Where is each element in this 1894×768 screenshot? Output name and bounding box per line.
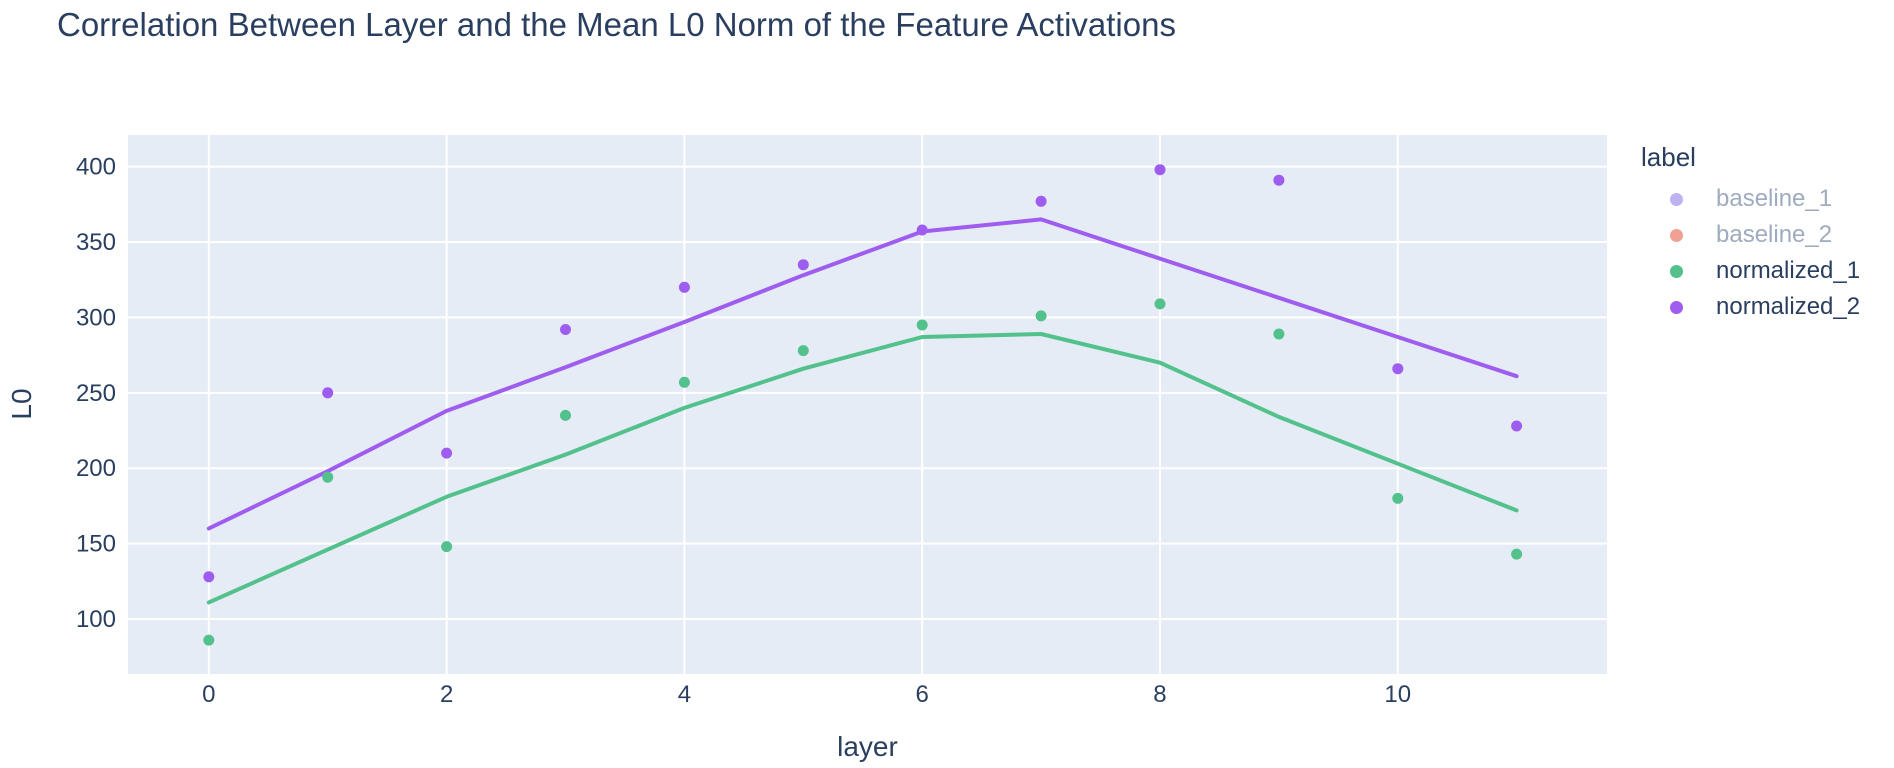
y-tick-label: 250 (76, 380, 116, 407)
chart-title: Correlation Between Layer and the Mean L… (57, 6, 1176, 43)
scatter-point-normalized_1[interactable] (560, 409, 571, 421)
x-tick-label: 8 (1153, 681, 1166, 708)
scatter-point-normalized_1[interactable] (916, 319, 928, 331)
y-tick-label: 100 (76, 606, 116, 633)
legend-item-baseline_1[interactable]: baseline_1 (1641, 181, 1860, 217)
legend-marker-icon (1670, 300, 1683, 314)
scatter-point-normalized_1[interactable] (797, 345, 809, 357)
scatter-point-normalized_2[interactable] (1511, 420, 1523, 432)
x-tick-label: 4 (678, 681, 691, 708)
scatter-point-normalized_2[interactable] (1392, 363, 1404, 375)
x-tick-label: 10 (1384, 681, 1411, 708)
legend-items: baseline_1 baseline_2 normalized_1 normaliz… (1641, 181, 1860, 325)
scatter-point-normalized_1[interactable] (441, 541, 453, 553)
scatter-point-normalized_2[interactable] (203, 571, 215, 583)
x-tick-label: 6 (916, 681, 929, 708)
y-tick-label: 150 (76, 531, 116, 558)
scatter-point-normalized_1[interactable] (1035, 310, 1047, 322)
legend-marker-icon (1670, 192, 1683, 206)
scatter-point-normalized_2[interactable] (678, 281, 690, 293)
scatter-point-normalized_1[interactable] (1273, 328, 1285, 340)
legend-title: label (1641, 142, 1696, 172)
scatter-point-normalized_2[interactable] (322, 387, 334, 399)
legend-item-normalized_2[interactable]: normalized_2 (1641, 289, 1860, 325)
scatter-point-normalized_1[interactable] (678, 376, 690, 388)
legend-marker-icon (1670, 264, 1683, 278)
x-tick-label: 0 (202, 681, 215, 708)
scatter-point-normalized_1[interactable] (203, 634, 215, 646)
scatter-point-normalized_2[interactable] (1035, 195, 1047, 207)
x-tick-label: 2 (440, 681, 453, 708)
y-tick-label: 350 (76, 229, 116, 256)
legend-item-normalized_1[interactable]: normalized_1 (1641, 253, 1860, 289)
trend-line-normalized_2 (206, 217, 1519, 531)
plot-area[interactable] (128, 135, 1607, 674)
y-tick-label: 300 (76, 304, 116, 331)
legend-item-baseline_2[interactable]: baseline_2 (1641, 217, 1860, 253)
scatter-point-normalized_2[interactable] (1273, 174, 1285, 186)
scatter-point-normalized_1[interactable] (322, 471, 334, 483)
trend-line-normalized_1 (206, 332, 1519, 605)
scatter-point-normalized_2[interactable] (916, 224, 928, 236)
scatter-point-normalized_2[interactable] (1154, 164, 1166, 176)
x-axis-title: layer (837, 731, 898, 762)
scatter-point-normalized_2[interactable] (441, 447, 453, 459)
y-tick-label: 400 (76, 154, 116, 181)
scatter-point-normalized_1[interactable] (1154, 298, 1166, 310)
scatter-point-normalized_1[interactable] (1392, 492, 1404, 504)
legend-item-label: baseline_1 (1716, 185, 1833, 212)
legend-item-label: normalized_1 (1716, 257, 1861, 284)
legend-item-label: normalized_2 (1716, 293, 1861, 320)
y-axis-title: L0 (6, 388, 37, 420)
legend-marker-icon (1670, 228, 1683, 242)
legend-item-label: baseline_2 (1716, 221, 1833, 248)
scatter-point-normalized_2[interactable] (560, 324, 571, 335)
scatter-point-normalized_1[interactable] (1511, 548, 1523, 560)
scatter-point-normalized_2[interactable] (797, 259, 809, 271)
y-tick-label: 200 (76, 455, 116, 482)
